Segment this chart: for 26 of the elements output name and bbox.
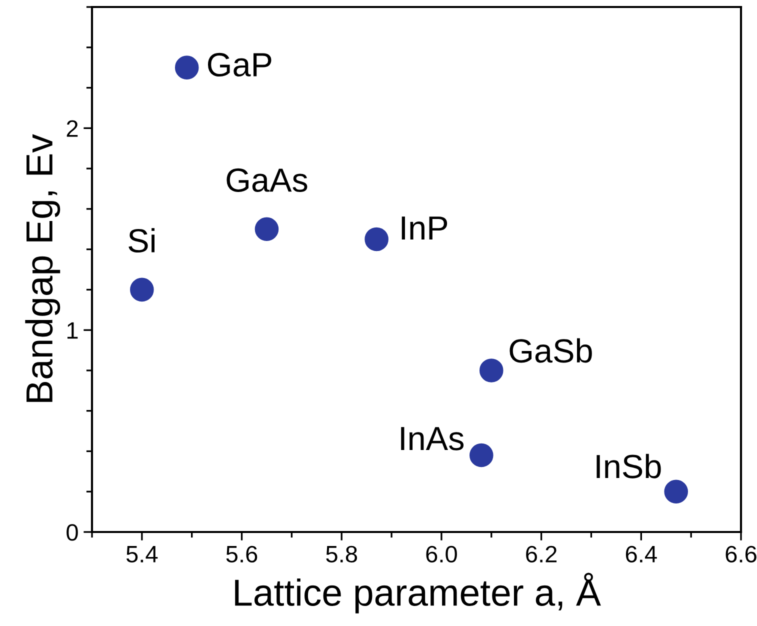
point [174, 56, 199, 80]
point [254, 217, 279, 242]
y-axis-title: Bandgap Eg, Ev [25, 134, 60, 402]
point [479, 358, 504, 382]
point [130, 278, 154, 302]
annotation: Si [128, 228, 154, 253]
annotation: GaAs [226, 168, 308, 192]
point [664, 480, 688, 504]
y-tick-label: 2 [66, 120, 78, 137]
annotation: InP [402, 216, 448, 240]
y-tick-label: 1 [67, 322, 78, 339]
x-axis-title: Lattice parameter a, Å [235, 572, 601, 614]
annotation: GaSb [510, 338, 592, 363]
annotation: GaP [208, 52, 272, 77]
x-tick-label: 5.8 [326, 546, 357, 563]
x-tick-label: 6.4 [626, 546, 657, 563]
point [364, 227, 388, 252]
x-tick-label: 6.2 [526, 546, 557, 563]
point [470, 443, 494, 468]
y-tick-label: 0 [66, 524, 78, 541]
x-tick-label: 5.4 [126, 546, 158, 563]
x-tick-label: 6.6 [726, 546, 756, 563]
x-tick-label: 5.6 [226, 546, 258, 563]
annotation: InSb [596, 454, 661, 478]
annotation: InAs [401, 427, 464, 450]
x-tick-label: 6.0 [426, 546, 457, 563]
